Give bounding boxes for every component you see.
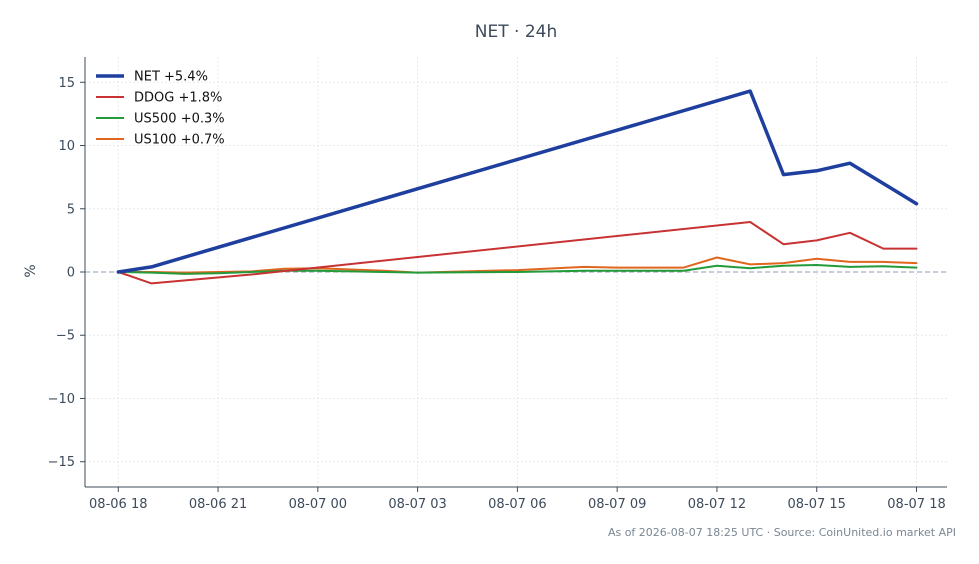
series-layer: [116, 89, 919, 285]
legend-item: NET +5.4%: [96, 70, 208, 85]
legend-item: US100 +0.7%: [96, 133, 225, 148]
series-line-us500: [117, 264, 918, 275]
y-tick-label: 15: [58, 76, 75, 91]
legend-label: US100 +0.7%: [134, 133, 225, 148]
series-line-ddog: [117, 221, 918, 285]
x-tick-label: 08-07 03: [388, 497, 446, 512]
chart-title: NET · 24h: [475, 22, 557, 42]
y-tick-label: −5: [56, 329, 75, 344]
x-tick-label: 08-06 21: [189, 497, 247, 512]
y-axis-label: %: [23, 264, 39, 277]
x-tick-label: 08-07 06: [488, 497, 546, 512]
x-tick-label: 08-07 12: [688, 497, 746, 512]
x-tick-label: 08-07 00: [289, 497, 347, 512]
x-tick-label: 08-07 18: [887, 497, 945, 512]
y-tick-label: 5: [67, 202, 75, 217]
y-ticks: 15 10 5 0 −5 −10 −15: [48, 76, 85, 470]
legend-label: NET +5.4%: [134, 70, 208, 85]
series-line-net: [116, 89, 919, 274]
y-tick-label: −15: [48, 455, 75, 470]
series-line-us100: [117, 256, 918, 274]
x-tick-label: 08-07 15: [788, 497, 846, 512]
legend-item: US500 +0.3%: [96, 112, 225, 127]
x-tick-label: 08-06 18: [89, 497, 147, 512]
x-tick-label: 08-07 09: [588, 497, 646, 512]
legend-label: DDOG +1.8%: [134, 91, 222, 106]
legend: NET +5.4% DDOG +1.8% US500 +0.3% US100 +0.7…: [96, 70, 225, 148]
legend-item: DDOG +1.8%: [96, 91, 222, 106]
x-ticks: 08-06 18 08-06 21 08-07 00 08-07 03 08-07 06…: [89, 487, 946, 512]
y-tick-label: 0: [67, 266, 75, 281]
legend-label: US500 +0.3%: [134, 112, 225, 127]
footer-source-note: As of 2026-08-07 18:25 UTC · Source: Coi…: [607, 526, 956, 539]
y-tick-label: −10: [48, 392, 75, 407]
y-tick-label: 10: [58, 139, 75, 154]
